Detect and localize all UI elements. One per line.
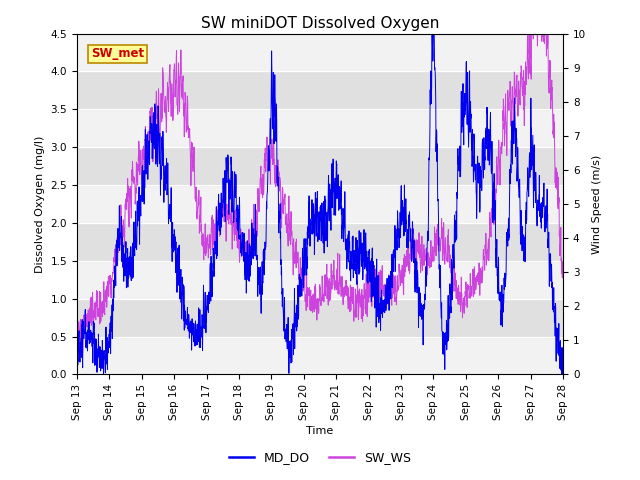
- Bar: [77, 185, 563, 223]
- Bar: [77, 147, 563, 185]
- Bar: [77, 72, 563, 109]
- Legend: MD_DO, SW_WS: MD_DO, SW_WS: [224, 446, 416, 469]
- Bar: [77, 109, 563, 147]
- Y-axis label: Dissolved Oxygen (mg/l): Dissolved Oxygen (mg/l): [35, 135, 45, 273]
- Bar: [77, 34, 563, 72]
- Title: SW miniDOT Dissolved Oxygen: SW miniDOT Dissolved Oxygen: [201, 16, 439, 31]
- Y-axis label: Wind Speed (m/s): Wind Speed (m/s): [591, 155, 602, 253]
- Bar: [77, 336, 563, 374]
- X-axis label: Time: Time: [307, 426, 333, 436]
- Text: SW_met: SW_met: [92, 48, 145, 60]
- Bar: [77, 261, 563, 299]
- Bar: [77, 223, 563, 261]
- Bar: [77, 299, 563, 336]
